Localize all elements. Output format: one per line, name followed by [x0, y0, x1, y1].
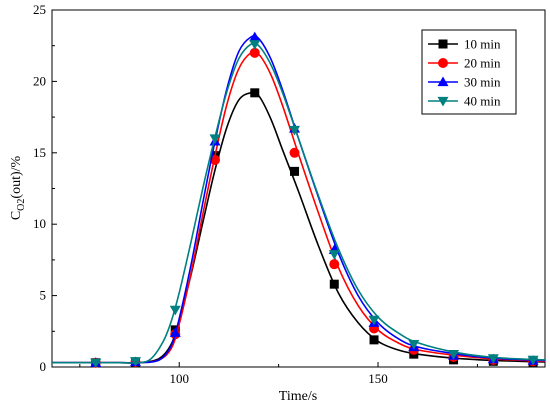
data-point: [169, 305, 181, 316]
data-point: [289, 125, 301, 136]
data-point: [328, 250, 340, 260]
legend-marker: [438, 58, 448, 68]
data-point: [368, 315, 380, 326]
legend-item: 20 min: [428, 56, 501, 71]
data-point: [250, 88, 260, 98]
data-point: [90, 358, 102, 369]
y-axis-label-main: C: [9, 211, 24, 220]
x-tick-label: 100: [169, 371, 189, 386]
series-line: [52, 91, 546, 364]
data-point: [448, 350, 460, 360]
svg-text:CO2(out)/%: CO2(out)/%: [9, 155, 27, 220]
series-40-min: [52, 40, 546, 369]
tick-layer: 100 150 0 5 10 15 20 25: [33, 2, 478, 386]
data-point: [487, 354, 499, 364]
legend-item: 40 min: [428, 94, 501, 109]
legend: 10 min 20 min 30 min 40 min: [421, 29, 517, 115]
y-axis-label: CO2(out)/%: [9, 155, 27, 220]
x-axis-label: Time/s: [279, 389, 317, 404]
y-axis-label-subscript: O2: [16, 199, 27, 211]
series-line: [52, 34, 546, 364]
data-point: [527, 355, 539, 366]
data-point: [249, 40, 261, 50]
legend-marker: [438, 39, 448, 49]
data-point: [329, 259, 340, 270]
series-layer: [52, 31, 546, 369]
data-point: [289, 147, 300, 158]
legend-marker: [437, 76, 449, 87]
data-point: [329, 279, 339, 289]
y-tick-label: 15: [33, 145, 46, 160]
y-tick-label: 0: [40, 359, 47, 374]
legend-item: 30 min: [428, 75, 501, 90]
legend-marker: [437, 96, 449, 107]
x-tick-label: 150: [368, 371, 388, 386]
data-point: [129, 357, 141, 367]
legend-label: 40 min: [464, 94, 501, 109]
data-point: [249, 31, 261, 42]
y-axis-label-tail: (out)/%: [9, 155, 24, 198]
legend-label: 20 min: [464, 56, 501, 71]
data-point: [369, 335, 379, 345]
y-tick-label: 25: [33, 2, 46, 17]
data-point: [290, 166, 300, 176]
y-tick-label: 5: [40, 288, 47, 303]
legend-item: 10 min: [428, 37, 501, 52]
legend-label: 30 min: [464, 75, 501, 90]
data-point: [249, 47, 260, 58]
data-point: [209, 134, 221, 145]
legend-label: 10 min: [464, 37, 501, 52]
data-point: [408, 340, 420, 350]
y-tick-label: 10: [33, 216, 46, 231]
data-point: [169, 327, 181, 337]
y-tick-label: 20: [33, 73, 46, 88]
